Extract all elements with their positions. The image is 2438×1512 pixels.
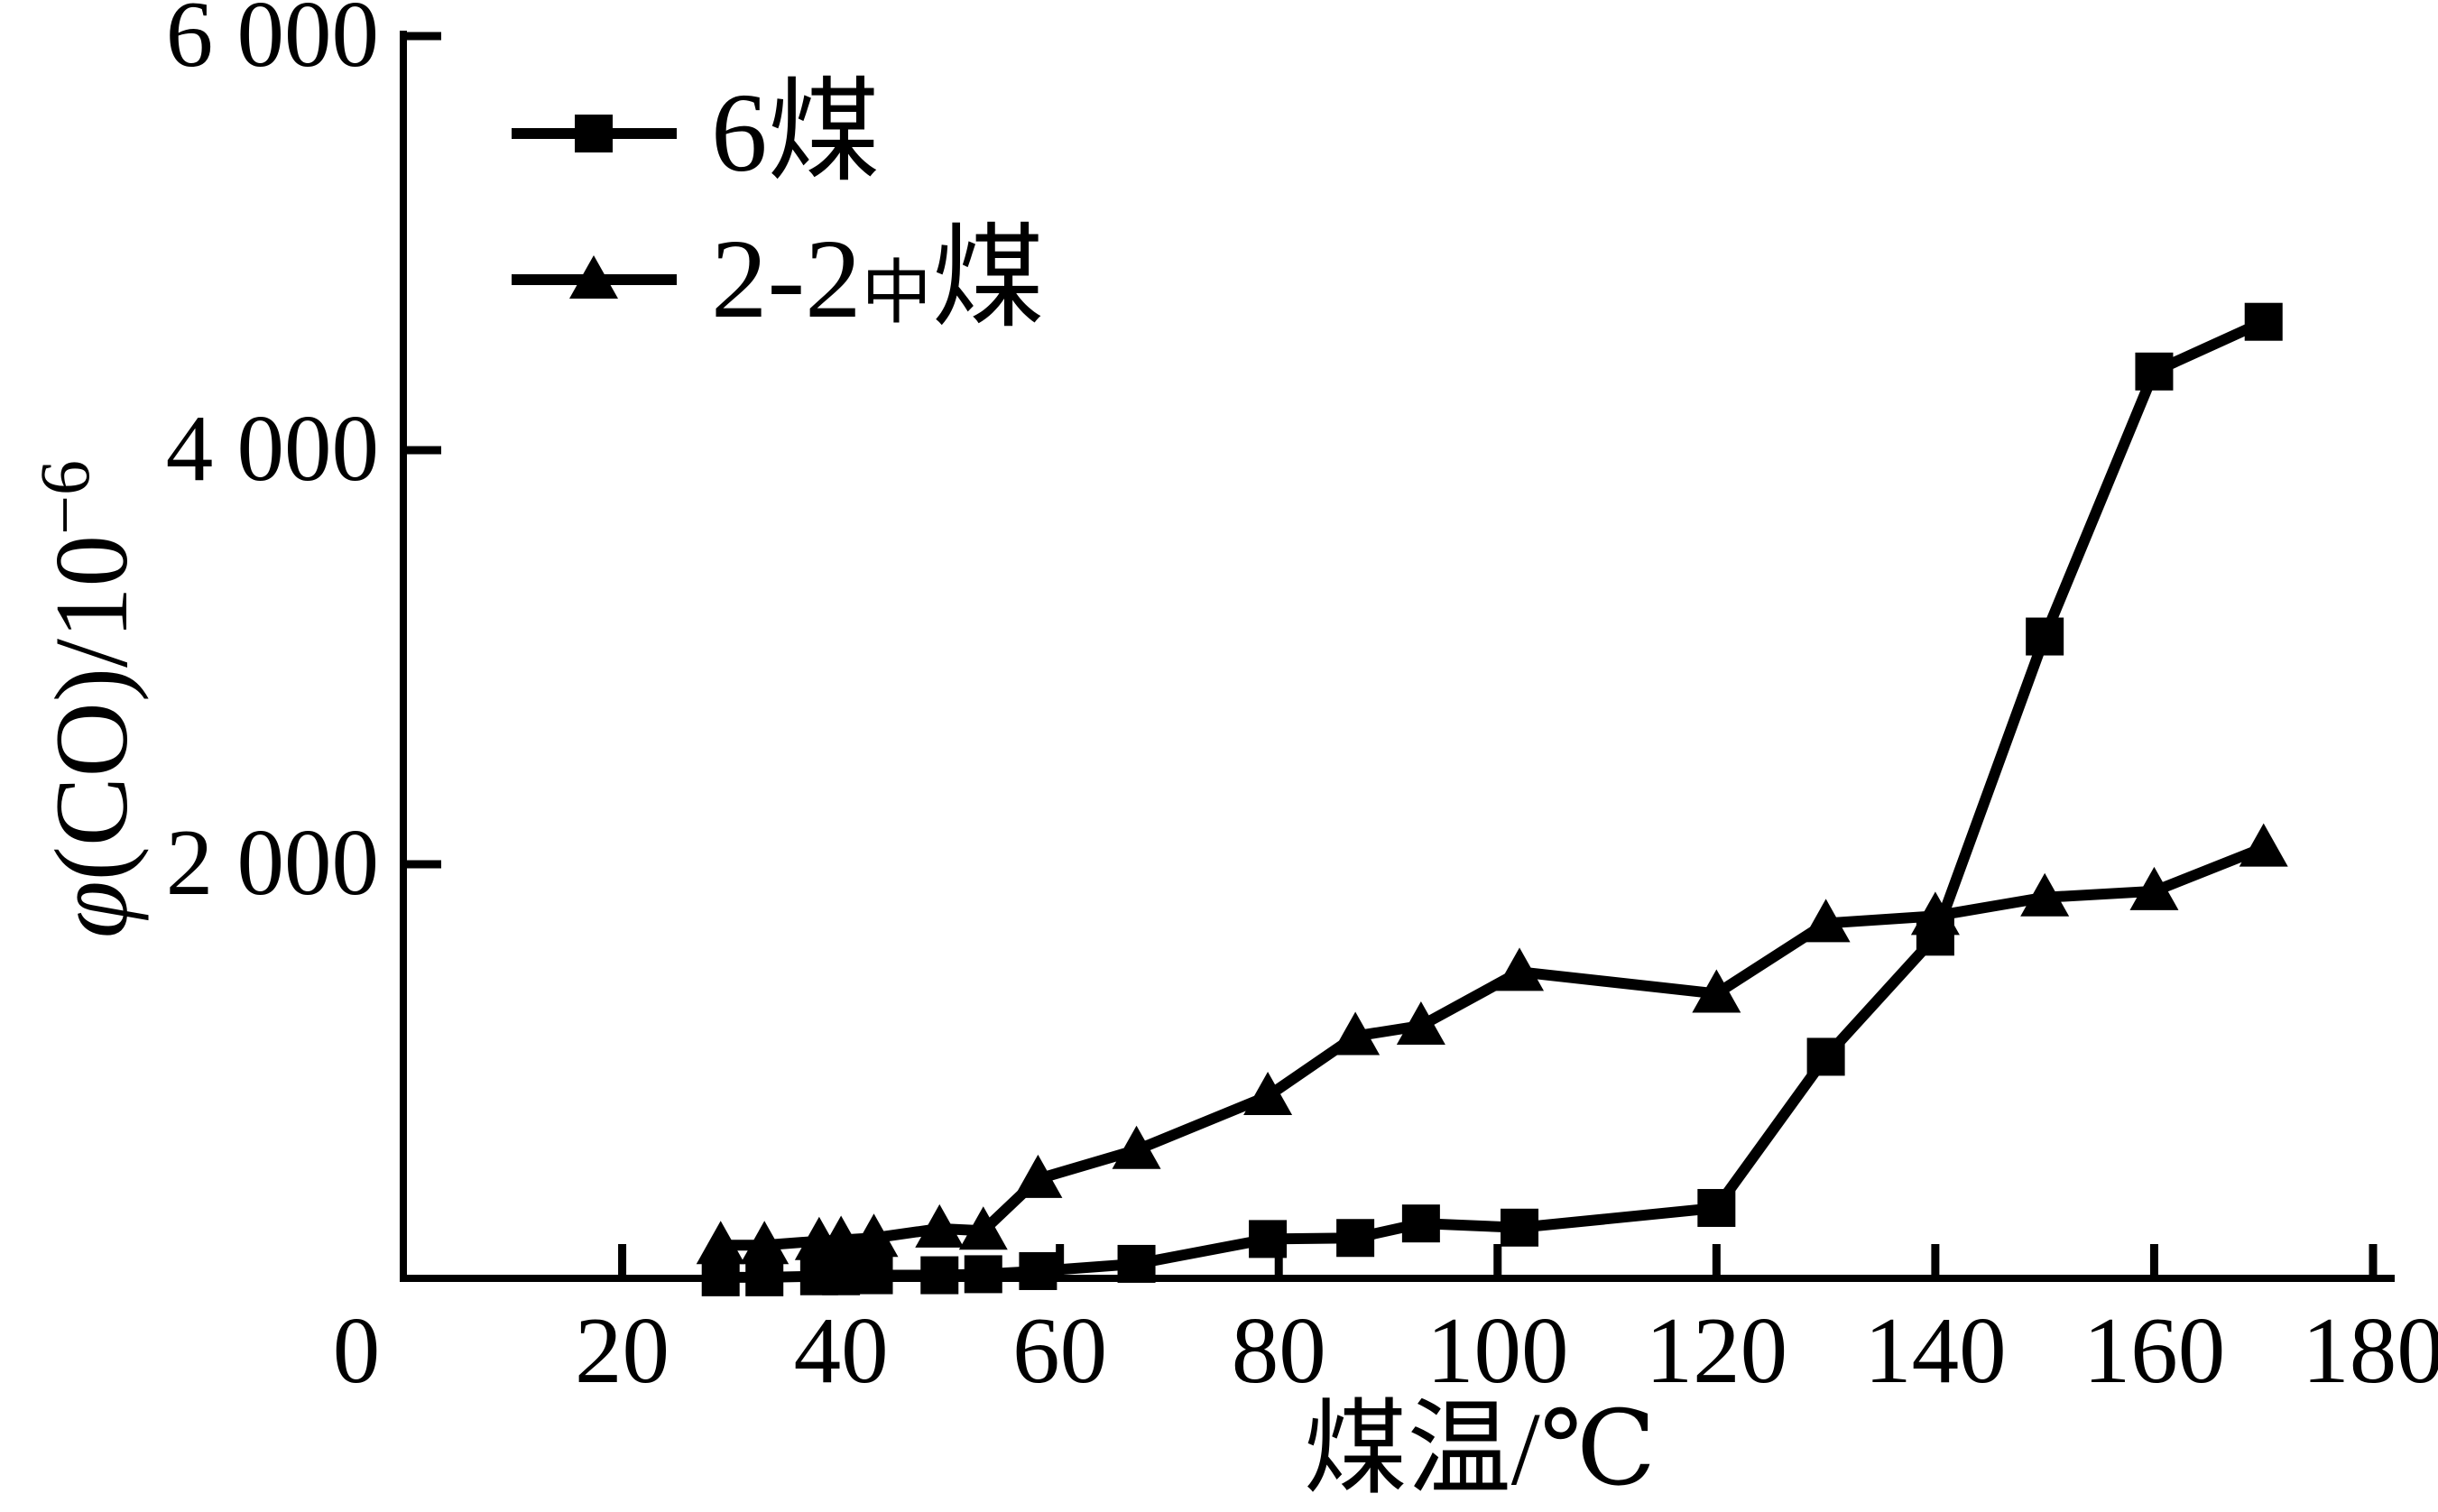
series-2-marker-triangle: [1801, 899, 1851, 943]
series-1-marker-square: [2135, 352, 2174, 391]
legend-label-sub: 中: [862, 254, 932, 332]
y-axis-title-exponent: −6: [25, 460, 104, 535]
series-1-marker-square: [701, 1258, 740, 1296]
y-axis-title: φ(CO)/10−6: [25, 460, 149, 938]
series-1-marker-square: [1336, 1219, 1375, 1258]
series-2-marker-triangle: [1013, 1154, 1063, 1198]
series-2-marker-triangle: [1692, 969, 1741, 1013]
series-1-marker-square: [1019, 1251, 1057, 1290]
x-tick-label: 40: [794, 1297, 889, 1403]
series-1-line: [720, 317, 2267, 1283]
x-tick-label: 80: [1232, 1297, 1326, 1403]
series-1-marker-square: [1697, 1188, 1736, 1227]
series-2-marker-triangle: [740, 1221, 790, 1265]
series-1-marker-square: [1401, 1204, 1440, 1243]
series-1-marker-square: [1806, 1037, 1845, 1076]
series-2-marker-triangle: [1396, 1001, 1445, 1046]
x-tick-label: 60: [1012, 1297, 1107, 1403]
x-tick-label: 140: [1864, 1297, 2007, 1403]
series-2-marker-triangle: [696, 1221, 745, 1265]
y-tick-label: 4 000: [166, 395, 379, 501]
legend-item-2: 2-2中煤: [512, 217, 1045, 342]
series-2-marker-triangle: [915, 1203, 965, 1248]
legend-square-marker-icon: [575, 115, 613, 152]
legend-item-1: 6煤: [512, 71, 881, 196]
legend-label: 6煤: [711, 71, 881, 196]
series-2-marker-triangle: [817, 1215, 866, 1259]
legend-triangle-marker-icon: [569, 255, 618, 299]
y-tick-label: 2 000: [166, 809, 379, 915]
y-axis-title-main: (CO)/10: [34, 535, 149, 880]
series-2-marker-triangle: [1112, 1125, 1161, 1169]
series-2-marker-triangle: [1910, 891, 1960, 936]
x-axis-title: 煤温/℃: [1304, 1392, 1657, 1507]
series-1-marker-square: [2244, 302, 2283, 341]
legend-label: 2-2中煤: [711, 217, 1045, 342]
series-1-marker-square: [2026, 617, 2064, 656]
series-2-marker-triangle: [2239, 823, 2288, 867]
series-2-marker-triangle: [1243, 1072, 1293, 1116]
series-1-marker-square: [822, 1257, 861, 1295]
x-tick-label: 180: [2302, 1297, 2438, 1403]
series-2-marker-triangle: [849, 1213, 899, 1258]
series-1-marker-square: [964, 1255, 1002, 1294]
series-1-marker-square: [1501, 1208, 1539, 1247]
series-2-marker-triangle: [2129, 866, 2179, 910]
y-axis-title-phi: φ: [34, 880, 149, 938]
x-tick-label: 0: [333, 1297, 381, 1403]
series-2-marker-triangle: [2020, 872, 2070, 917]
series-1-marker-square: [1117, 1244, 1156, 1283]
series-1-marker-square: [920, 1256, 959, 1295]
y-tick-label: 6 000: [166, 0, 379, 87]
x-tick-label: 120: [1646, 1297, 1788, 1403]
x-tick-label: 160: [2083, 1297, 2226, 1403]
x-tick-label: 20: [575, 1297, 670, 1403]
legend-label-pre: 2-2: [711, 217, 862, 342]
series-1-marker-square: [1249, 1220, 1288, 1258]
series-1-marker-square: [854, 1256, 893, 1295]
legend-label-post: 煤: [932, 217, 1045, 342]
series-2-marker-triangle: [958, 1206, 1008, 1250]
series-2-marker-triangle: [1331, 1011, 1381, 1056]
x-tick-label: 100: [1427, 1297, 1569, 1403]
series-1-marker-square: [745, 1258, 784, 1296]
series-2-marker-triangle: [1495, 947, 1545, 991]
